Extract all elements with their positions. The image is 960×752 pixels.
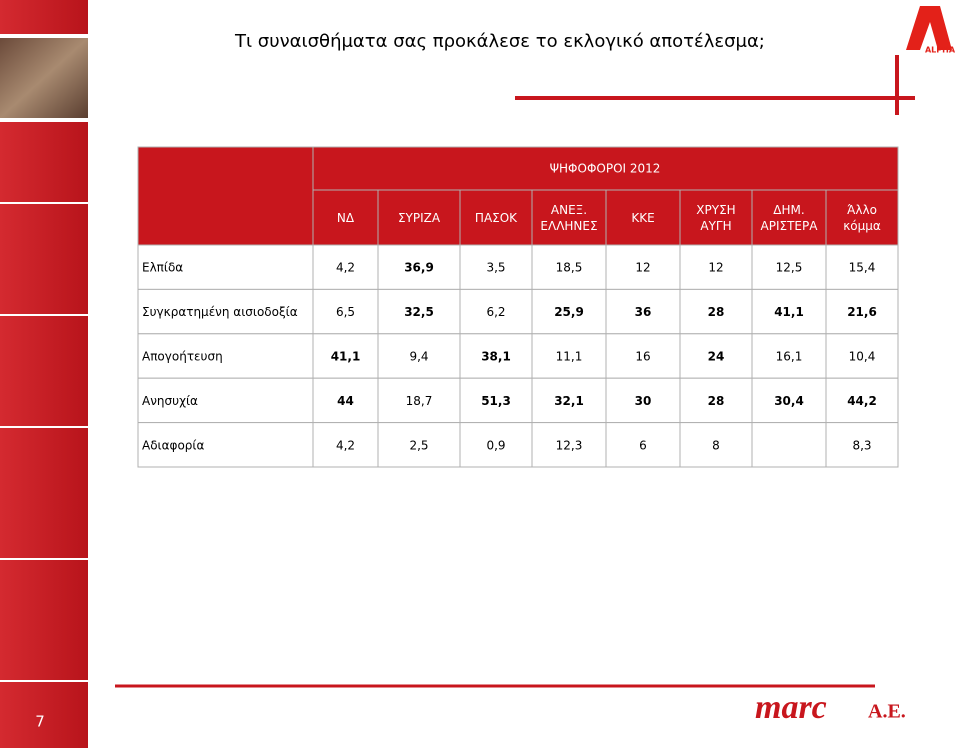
cell-value: 41,1 <box>774 305 804 319</box>
column-header: ΔΗΜ. ΑΡΙΣΤΕΡΑ <box>761 203 819 233</box>
cell-value: 25,9 <box>554 305 584 319</box>
cell-value: 8 <box>712 438 720 452</box>
cell-value: 41,1 <box>331 350 361 364</box>
cell-value: 8,3 <box>852 438 871 452</box>
cell-value: 21,6 <box>847 305 877 319</box>
cell <box>825 422 899 468</box>
column-header: Άλλο κόμμα <box>843 203 881 233</box>
cell-value: 6,5 <box>336 305 355 319</box>
cell-value: 4,2 <box>336 261 355 275</box>
cell-value: 18,7 <box>406 394 433 408</box>
cell <box>137 377 314 424</box>
cell-value: 44 <box>337 394 354 408</box>
cell <box>137 244 314 290</box>
cell-value: 51,3 <box>481 394 511 408</box>
cell-value: 10,4 <box>849 350 876 364</box>
cell-value: 36,9 <box>404 261 434 275</box>
cell <box>679 422 753 468</box>
cell <box>825 333 899 379</box>
cell <box>377 422 461 468</box>
cell-value: 3,5 <box>486 261 505 275</box>
cell <box>312 333 379 379</box>
column-header: ΠΑΣΟΚ <box>475 211 518 225</box>
cell <box>605 244 681 290</box>
cell-value: 2,5 <box>409 438 428 452</box>
cell-value: 4,2 <box>336 438 355 452</box>
cell <box>137 288 314 335</box>
cell <box>459 333 533 379</box>
cell-value: 0,9 <box>486 438 505 452</box>
cell <box>459 244 533 290</box>
cell-value: 12,5 <box>776 261 803 275</box>
cell <box>605 288 681 335</box>
cell <box>531 244 607 290</box>
cell-value: 9,4 <box>409 350 428 364</box>
cell-value: 28 <box>708 305 725 319</box>
cell-value: 12,3 <box>556 438 583 452</box>
cell <box>312 377 379 424</box>
cell-value: 24 <box>708 350 725 364</box>
column-header: ΣΥΡΙΖΑ <box>398 211 441 225</box>
cell-value: 16 <box>635 350 650 364</box>
cell-value: 15,4 <box>849 261 876 275</box>
left-strip <box>0 0 88 748</box>
cell-value: 12 <box>708 261 723 275</box>
cell-value: 30,4 <box>774 394 804 408</box>
cell-value: 6,2 <box>486 305 505 319</box>
cell <box>605 422 681 468</box>
logo-text: ALPHA <box>925 46 956 55</box>
cell-value: 16,1 <box>776 350 803 364</box>
cell-value: 28 <box>708 394 725 408</box>
cell-value: 32,1 <box>554 394 584 408</box>
header-cell <box>679 189 753 246</box>
brand: marc <box>755 689 827 726</box>
row-label: Συγκρατημένη αισιοδοξία <box>142 305 298 319</box>
cell-value: 44,2 <box>847 394 877 408</box>
cell <box>137 333 314 379</box>
cell <box>679 333 753 379</box>
column-header: ΧΡΥΣΗ ΑΥΓΗ <box>696 203 735 233</box>
cell <box>531 333 607 379</box>
column-header: ΝΔ <box>337 211 355 225</box>
cell <box>312 244 379 290</box>
cell <box>459 422 533 468</box>
cell-value: 32,5 <box>404 305 434 319</box>
header-cell <box>531 189 607 246</box>
brand-suffix: A.E. <box>868 701 906 723</box>
cell-value: 38,1 <box>481 350 511 364</box>
column-header: ΚΚΕ <box>631 211 654 225</box>
page-number: 7 <box>35 713 45 731</box>
cell <box>751 288 827 335</box>
header-cell <box>459 189 533 246</box>
cell-value: 6 <box>639 438 647 452</box>
cell-value: 36 <box>635 305 652 319</box>
header-cell <box>312 146 899 191</box>
cell <box>605 333 681 379</box>
cell <box>312 422 379 468</box>
cell <box>825 244 899 290</box>
title: Τι συναισθήματα σας προκάλεσε το εκλογικ… <box>234 31 765 52</box>
photo <box>0 38 88 118</box>
table: ΨΗΦΟΦΟΡΟΙ 2012 ΝΔ ΣΥΡΙΖΑ ΠΑΣΟΚ ΑΝΕΞ. ΕΛΛΗΝΕΣ Κ… <box>137 146 899 468</box>
header-cell <box>377 189 461 246</box>
cell <box>825 288 899 335</box>
group-header: ΨΗΦΟΦΟΡΟΙ 2012 <box>550 162 661 176</box>
alpha-logo: ALPHA <box>906 6 956 55</box>
header-cell <box>137 146 314 246</box>
cell-value: 12 <box>635 261 650 275</box>
cell-value: 30 <box>635 394 652 408</box>
cell-value: 18,5 <box>556 261 583 275</box>
row-label: Ελπίδα <box>142 261 183 275</box>
header-cell <box>825 189 899 246</box>
header-cell <box>605 189 681 246</box>
cell <box>751 422 827 468</box>
cell-value: 11,1 <box>556 350 583 364</box>
row-label: Ανησυχία <box>142 394 198 408</box>
row-label: Απογοήτευση <box>142 350 223 364</box>
row-label: Αδιαφορία <box>142 438 204 452</box>
header-cell <box>751 189 827 246</box>
cell <box>377 333 461 379</box>
column-header: ΑΝΕΞ. ΕΛΛΗΝΕΣ <box>540 203 597 233</box>
